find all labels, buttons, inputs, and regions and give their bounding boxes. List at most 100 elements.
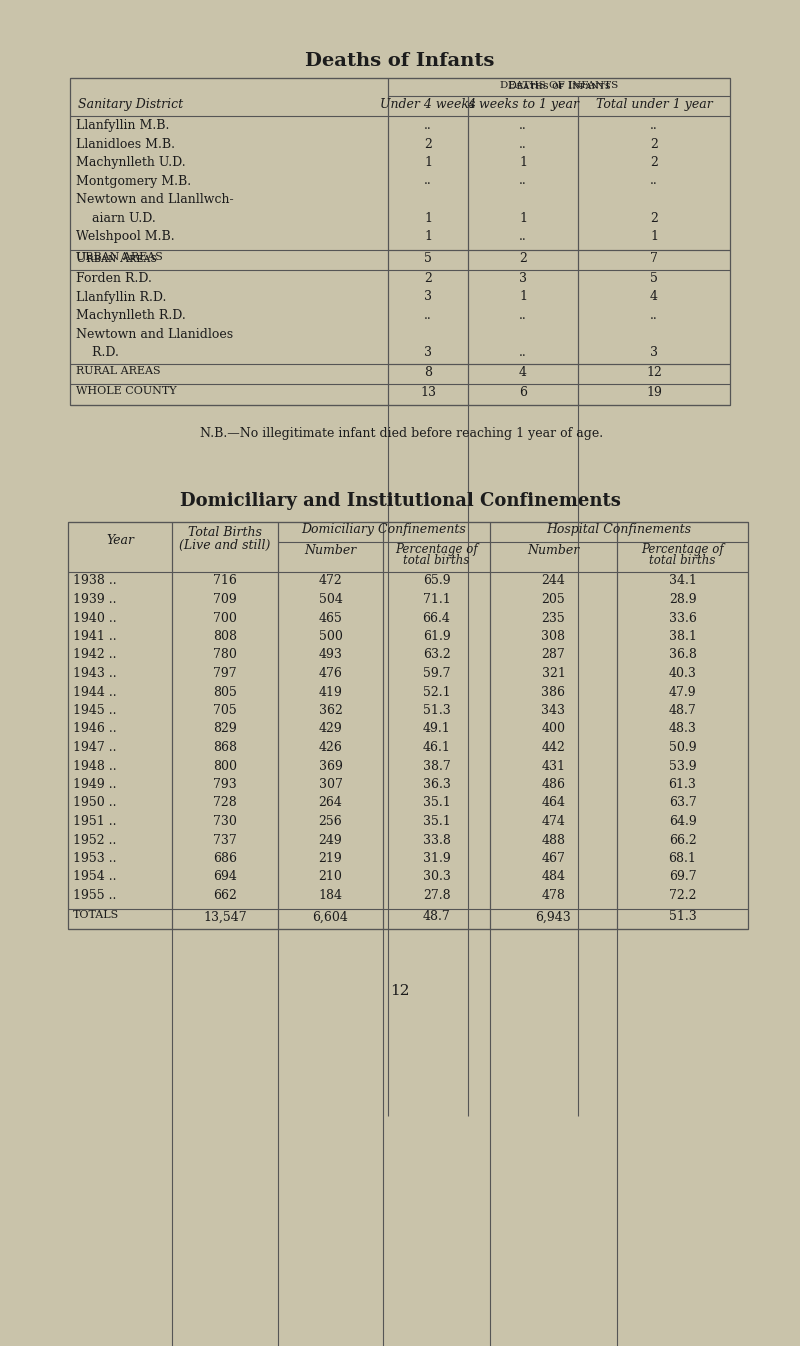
Bar (70, 78, 730, 405)
Text: ..: .. (519, 137, 527, 151)
Text: 1947 ..: 1947 .. (73, 742, 117, 754)
Text: Newtown and Llanllwch-: Newtown and Llanllwch- (76, 192, 234, 206)
Text: 1: 1 (424, 211, 432, 225)
Text: 249: 249 (318, 833, 342, 847)
Text: 369: 369 (318, 759, 342, 773)
Text: Montgomery M.B.: Montgomery M.B. (76, 175, 191, 187)
Text: 6: 6 (519, 386, 527, 398)
Text: 235: 235 (542, 611, 566, 625)
Text: 1944 ..: 1944 .. (73, 685, 117, 699)
Text: 34.1: 34.1 (669, 575, 697, 587)
Text: DEATHS OF INFANTS: DEATHS OF INFANTS (500, 81, 618, 90)
Text: Total Births: Total Births (188, 526, 262, 540)
Text: 429: 429 (318, 723, 342, 735)
Text: 6,943: 6,943 (536, 910, 571, 923)
Text: 205: 205 (542, 594, 566, 606)
Text: 1948 ..: 1948 .. (73, 759, 117, 773)
Text: RURAL AREAS: RURAL AREAS (76, 366, 161, 376)
Text: 343: 343 (542, 704, 566, 717)
Text: ..: .. (519, 310, 527, 322)
Text: 48.7: 48.7 (669, 704, 696, 717)
Text: 2: 2 (519, 252, 527, 265)
Text: 264: 264 (318, 797, 342, 809)
Text: 1941 ..: 1941 .. (73, 630, 117, 643)
Text: 36.3: 36.3 (422, 778, 450, 791)
Text: ..: .. (519, 118, 527, 132)
Text: Forden R.D.: Forden R.D. (76, 272, 152, 285)
Text: 1943 ..: 1943 .. (73, 668, 117, 680)
Text: 478: 478 (542, 888, 566, 902)
Text: 4: 4 (650, 291, 658, 303)
Text: total births: total births (403, 555, 470, 568)
Text: Sanitary District: Sanitary District (78, 98, 183, 110)
Text: 307: 307 (318, 778, 342, 791)
Text: N.B.—No illegitimate infant died before reaching 1 year of age.: N.B.—No illegitimate infant died before … (200, 427, 603, 440)
Text: 3: 3 (650, 346, 658, 359)
Text: 362: 362 (318, 704, 342, 717)
Text: 1954 ..: 1954 .. (73, 871, 117, 883)
Text: ..: .. (424, 310, 432, 322)
Text: 700: 700 (213, 611, 237, 625)
Text: 47.9: 47.9 (669, 685, 696, 699)
Text: 1: 1 (424, 230, 432, 244)
Text: Percentage of: Percentage of (641, 544, 724, 556)
Text: 797: 797 (213, 668, 237, 680)
Text: 1950 ..: 1950 .. (73, 797, 117, 809)
Text: 431: 431 (542, 759, 566, 773)
Text: 63.7: 63.7 (669, 797, 696, 809)
Text: 61.9: 61.9 (422, 630, 450, 643)
Text: 3: 3 (519, 272, 527, 285)
Text: 1938 ..: 1938 .. (73, 575, 117, 587)
Text: 780: 780 (213, 649, 237, 661)
Text: 53.9: 53.9 (669, 759, 696, 773)
Text: 72.2: 72.2 (669, 888, 696, 902)
Text: Hospital Confinements: Hospital Confinements (546, 524, 691, 537)
Text: 64.9: 64.9 (669, 814, 696, 828)
Text: 52.1: 52.1 (422, 685, 450, 699)
Text: 66.4: 66.4 (422, 611, 450, 625)
Text: ..: .. (519, 175, 527, 187)
Text: 1952 ..: 1952 .. (73, 833, 116, 847)
Text: 474: 474 (542, 814, 566, 828)
Text: 33.6: 33.6 (669, 611, 697, 625)
Text: ..: .. (424, 118, 432, 132)
Text: 709: 709 (213, 594, 237, 606)
Text: Domiciliary and Institutional Confinements: Domiciliary and Institutional Confinemen… (179, 491, 621, 510)
Text: 51.3: 51.3 (669, 910, 696, 923)
Text: 484: 484 (542, 871, 566, 883)
Text: 69.7: 69.7 (669, 871, 696, 883)
Text: 705: 705 (213, 704, 237, 717)
Text: URBAN AREAS: URBAN AREAS (76, 252, 163, 261)
Text: 504: 504 (318, 594, 342, 606)
Text: 1942 ..: 1942 .. (73, 649, 117, 661)
Text: 48.7: 48.7 (422, 910, 450, 923)
Text: 244: 244 (542, 575, 566, 587)
Text: 1945 ..: 1945 .. (73, 704, 117, 717)
Text: ..: .. (650, 118, 658, 132)
Text: 465: 465 (318, 611, 342, 625)
Text: 1939 ..: 1939 .. (73, 594, 117, 606)
Text: 36.8: 36.8 (669, 649, 697, 661)
Text: Under 4 weeks: Under 4 weeks (380, 98, 476, 110)
Text: 61.3: 61.3 (669, 778, 697, 791)
Text: 2: 2 (650, 156, 658, 170)
Text: 737: 737 (213, 833, 237, 847)
Text: 8: 8 (424, 366, 432, 378)
Text: 219: 219 (318, 852, 342, 865)
Text: 66.2: 66.2 (669, 833, 696, 847)
Text: 38.1: 38.1 (669, 630, 697, 643)
Text: 476: 476 (318, 668, 342, 680)
Text: 1946 ..: 1946 .. (73, 723, 117, 735)
Text: 256: 256 (318, 814, 342, 828)
Text: Uʀʙᴀɴ Aʀᴇᴀs: Uʀʙᴀɴ Aʀᴇᴀs (76, 252, 157, 265)
Text: 1: 1 (650, 230, 658, 244)
Text: aiarn U.D.: aiarn U.D. (76, 211, 156, 225)
Text: ..: .. (424, 175, 432, 187)
Text: 33.8: 33.8 (422, 833, 450, 847)
Text: 486: 486 (542, 778, 566, 791)
Text: Number: Number (527, 545, 580, 557)
Text: 800: 800 (213, 759, 237, 773)
Text: Year: Year (106, 533, 134, 546)
Text: 2: 2 (424, 137, 432, 151)
Text: 694: 694 (213, 871, 237, 883)
